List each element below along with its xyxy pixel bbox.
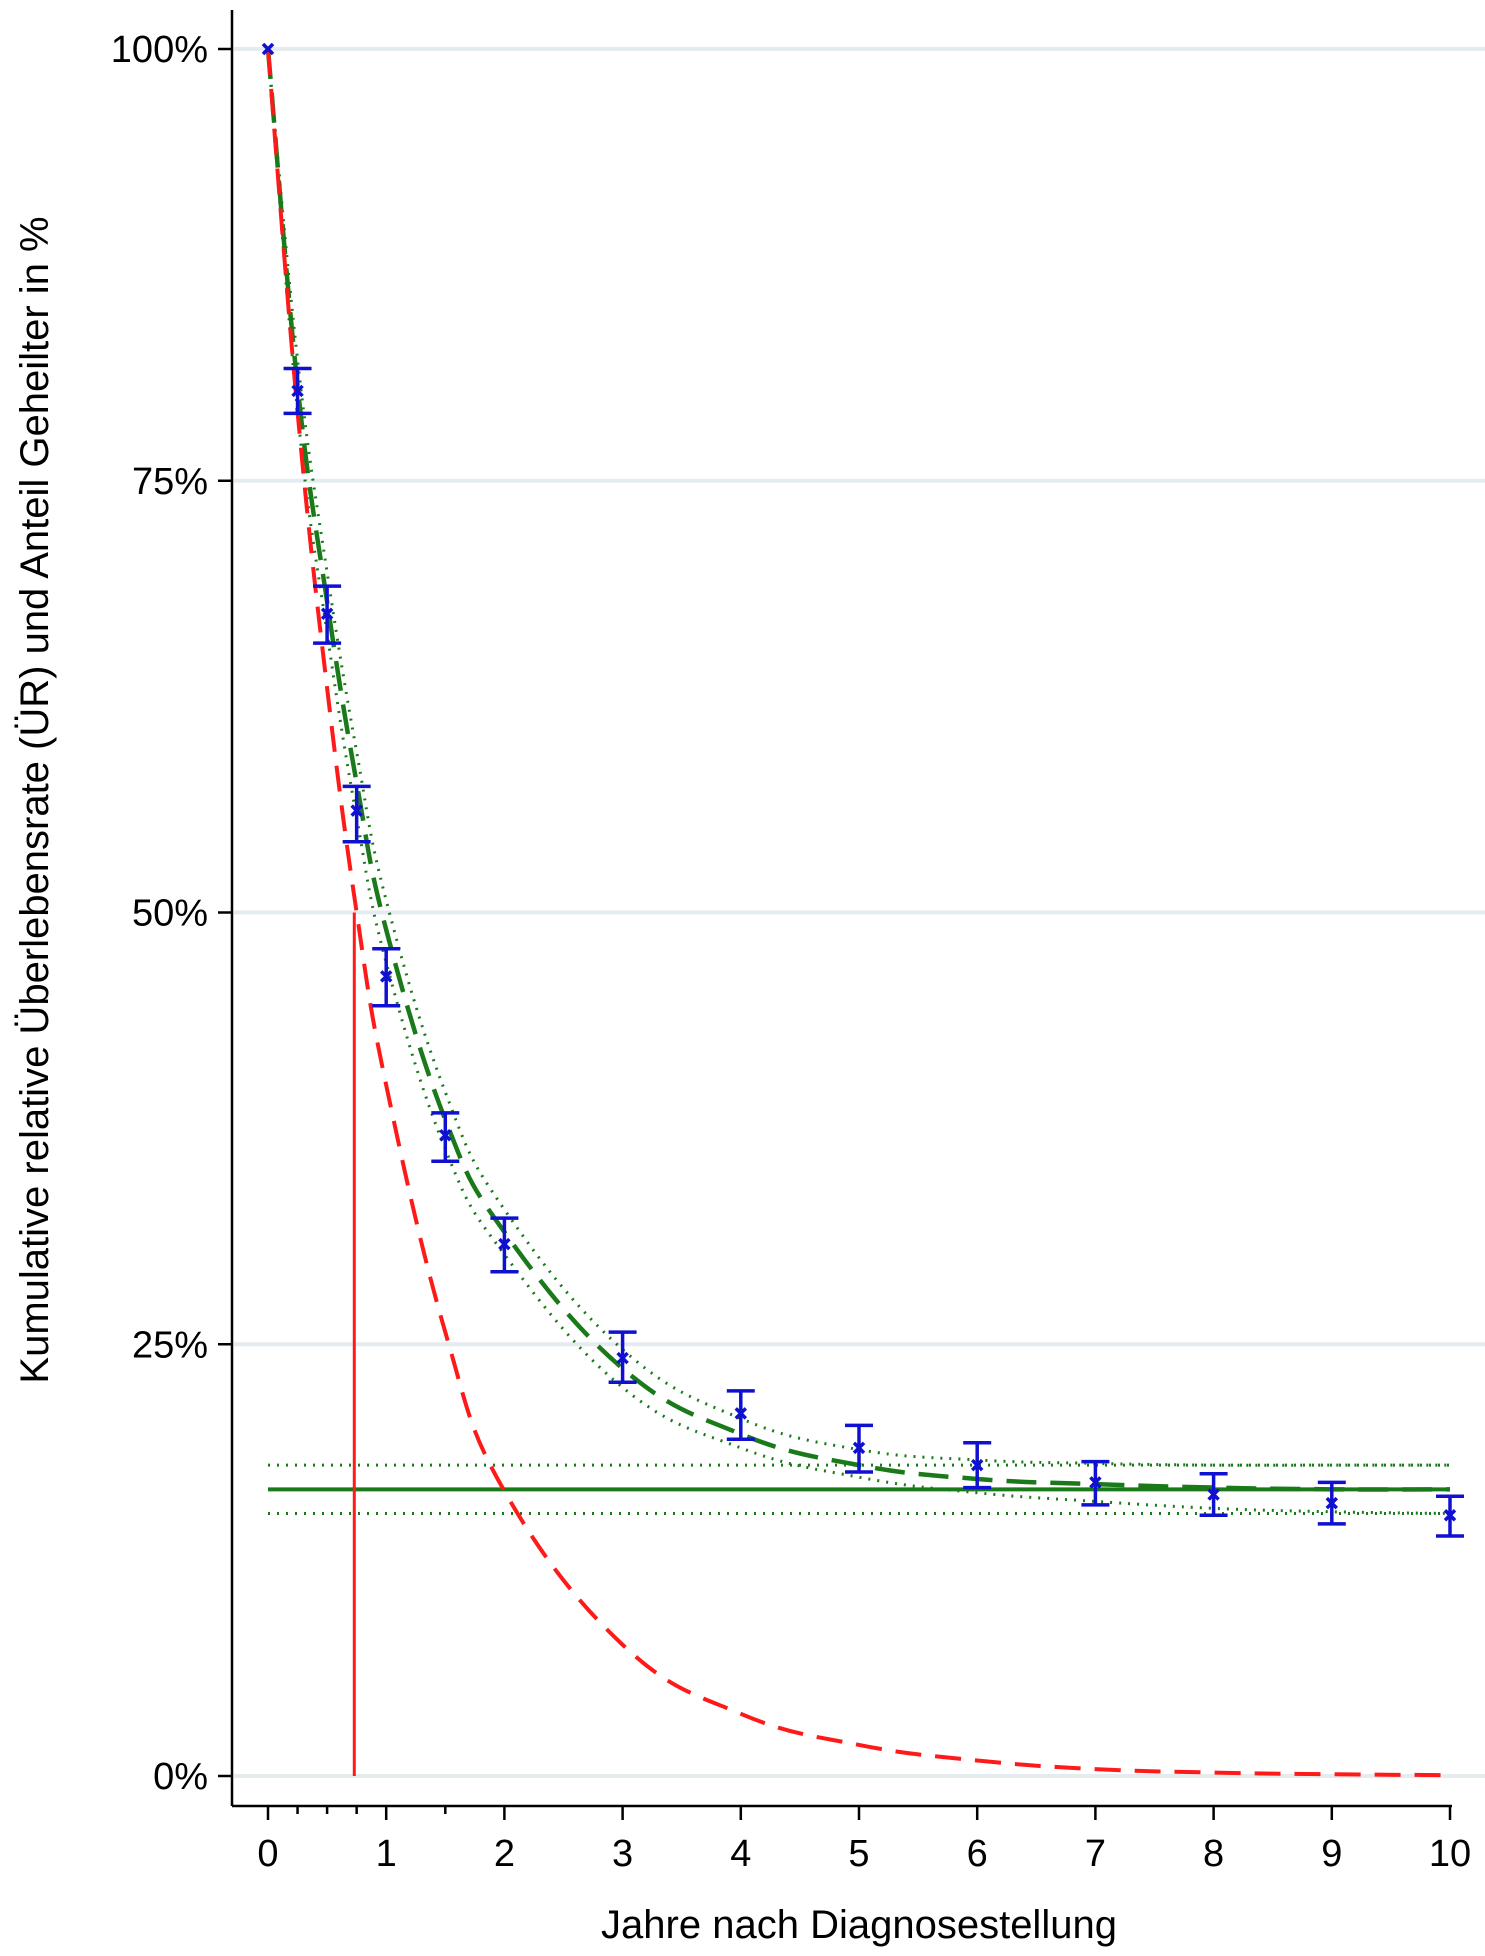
- fitted-line: [265, 48, 1451, 1492]
- x-tick-label: 7: [1085, 1833, 1106, 1875]
- y-tick-label: 25%: [132, 1324, 208, 1366]
- data-point-stroke: [498, 1237, 511, 1251]
- data-point: [852, 1441, 866, 1455]
- data-point-stroke: [1443, 1508, 1457, 1522]
- grid-layer: [234, 47, 1485, 1778]
- data-point-stroke: [1207, 1488, 1220, 1501]
- data-point-stroke: [350, 804, 363, 817]
- data-point: [1207, 1488, 1220, 1501]
- series-layer: [261, 42, 1464, 1778]
- y-tick-label: 0%: [153, 1756, 208, 1798]
- data-point: [261, 42, 275, 56]
- data-point-stroke: [970, 1458, 984, 1472]
- data-point-stroke: [734, 1407, 748, 1420]
- labels-layer: Jahre nach Diagnosestellung Kumulative r…: [13, 216, 1117, 1947]
- x-tick-label: 3: [612, 1833, 633, 1875]
- data-point-stroke: [291, 384, 304, 398]
- uncured-line: [266, 48, 1451, 1778]
- fitted-ci-upper-line: [266, 48, 1450, 1467]
- data-point: [439, 1129, 452, 1142]
- y-tick-label: 100%: [111, 29, 208, 71]
- data-point-stroke: [852, 1441, 866, 1455]
- y-axis-title: Kumulative relative Überlebensrate (ÜR) …: [13, 216, 57, 1383]
- data-point-stroke: [439, 1129, 452, 1142]
- data-point: [379, 970, 393, 983]
- x-axis-title: Jahre nach Diagnosestellung: [601, 1903, 1117, 1947]
- data-point: [734, 1407, 748, 1420]
- x-tick-label: 8: [1203, 1833, 1224, 1875]
- y-tick-label: 50%: [132, 893, 208, 935]
- data-point: [320, 607, 334, 620]
- fitted-ci-lower-line: [266, 48, 1451, 1515]
- data-point-stroke: [379, 970, 393, 983]
- axes-layer: 0% 25% 50% 75% 100% 0 1 2 3 4 5 6 7 8 9 10: [111, 10, 1471, 1875]
- data-point: [291, 384, 304, 398]
- x-tick-label: 6: [967, 1833, 988, 1875]
- x-tick-label: 2: [494, 1833, 515, 1875]
- data-point-stroke: [1089, 1476, 1102, 1489]
- data-point: [350, 804, 363, 817]
- data-point: [1443, 1508, 1457, 1522]
- x-tick-label: 1: [376, 1833, 397, 1875]
- data-point-stroke: [1325, 1496, 1339, 1510]
- data-point-stroke: [261, 42, 275, 56]
- x-tick-label: 10: [1429, 1833, 1471, 1875]
- x-tick-label: 4: [730, 1833, 751, 1875]
- data-point: [970, 1458, 984, 1472]
- x-tick-label: 9: [1321, 1833, 1342, 1875]
- y-tick-label: 75%: [132, 461, 208, 503]
- data-point: [498, 1237, 511, 1251]
- data-point: [1089, 1476, 1102, 1489]
- data-point: [616, 1351, 629, 1365]
- data-point: [1325, 1496, 1339, 1510]
- x-tick-label: 5: [848, 1833, 869, 1875]
- data-point-stroke: [320, 607, 334, 620]
- data-point-stroke: [616, 1351, 629, 1365]
- x-tick-label: 0: [257, 1833, 278, 1875]
